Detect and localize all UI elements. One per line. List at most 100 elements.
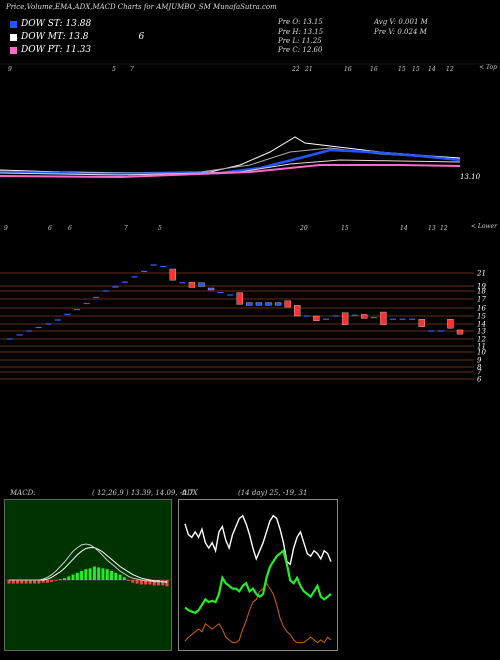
stat-pre-volume: Pre V: 0.024 M: [374, 28, 427, 36]
macd-histogram-bar: [144, 580, 148, 585]
macd-histogram-bar: [7, 580, 11, 584]
macd-histogram-bar: [63, 578, 67, 580]
macd-histogram-bar: [97, 567, 101, 580]
price-level-label: 8: [477, 364, 482, 372]
top-day-label: 15: [398, 66, 406, 73]
mid-corner-label: < Lower: [471, 223, 498, 230]
candle: [456, 329, 464, 335]
top-day-label: 5: [112, 66, 116, 73]
mid-day-label: 6: [68, 225, 72, 232]
mid-day-label: 9: [4, 225, 8, 232]
macd-histogram-bar: [139, 580, 143, 585]
price-level-label: 9: [477, 357, 482, 365]
mid-day-label: 15: [341, 225, 349, 232]
macd-histogram-bar: [58, 579, 62, 580]
candle: [361, 314, 368, 319]
macd-histogram-bar: [33, 580, 37, 584]
macd-histogram-bar: [101, 568, 105, 580]
adx-params: (14 day) 25, -19, 31: [238, 489, 308, 497]
dow-st-label: DOW ST: 13.88: [21, 19, 92, 29]
candle: [236, 292, 243, 305]
dow-pt-label: DOW PT: 11.33: [21, 45, 92, 55]
chart-header: Price,Volume,EMA,ADX,MACD Charts for AMJ…: [6, 3, 277, 11]
mid-day-label: 14: [400, 225, 408, 232]
macd-label: MACD:: [10, 489, 36, 497]
ema-pt-line: [0, 164, 461, 179]
macd-histogram-bar: [92, 566, 96, 580]
candle: [246, 302, 253, 306]
macd-histogram-bar: [67, 576, 71, 580]
candle: [418, 319, 425, 327]
macd-panel: [4, 499, 172, 651]
dow-pt-legend: DOW PT: 11.33: [10, 45, 91, 55]
macd-signal-line: [9, 547, 167, 583]
dow-mt-legend: DOW MT: 13.8 6: [10, 32, 144, 42]
macd-histogram-bar: [16, 580, 20, 584]
mid-day-label: 13: [428, 225, 436, 232]
macd-chart: [5, 543, 171, 587]
macd-histogram-bar: [71, 574, 75, 580]
dow-st-legend: DOW ST: 13.88: [10, 19, 91, 29]
candle: [313, 315, 320, 321]
macd-histogram-bar: [165, 580, 169, 587]
price-level-label: 16: [477, 305, 486, 313]
stat-avg-volume: Avg V: 0.001 M: [374, 18, 428, 26]
candle: [284, 300, 291, 308]
macd-histogram-bar: [152, 580, 156, 586]
adx-line: [184, 514, 332, 566]
candle: [341, 312, 349, 325]
ema-mt-line: [0, 159, 461, 176]
macd-histogram-bar: [114, 572, 118, 580]
macd-params: ( 12,26,9 ) 13.39, 14.09, -0.7: [92, 489, 194, 497]
dow-pt-swatch: [10, 46, 17, 54]
candle: [207, 287, 215, 291]
macd-histogram-bar: [45, 580, 49, 583]
top-day-label: 16: [344, 66, 352, 73]
price-level-label: 10: [477, 349, 486, 357]
macd-histogram-bar: [131, 580, 135, 583]
candle: [169, 268, 176, 281]
plus-di-line: [184, 548, 332, 615]
macd-histogram-bar: [88, 568, 92, 580]
candle: [294, 305, 301, 317]
candle: [274, 302, 282, 306]
ema-price-label: 13.10: [460, 173, 481, 181]
mid-day-label: 20: [299, 225, 308, 232]
price-level-label: 6: [477, 376, 482, 384]
stat-pre-open: Pre O: 13.15: [278, 18, 323, 26]
dow-extra: 6: [138, 32, 145, 42]
top-day-label: 9: [8, 66, 12, 73]
ema-st-line: [0, 148, 461, 176]
price-level-label: 12: [477, 336, 486, 344]
stat-pre-high: Pre H: 13.15: [278, 28, 324, 36]
mid-day-label: 7: [124, 225, 128, 232]
macd-histogram-bar: [37, 580, 41, 584]
top-day-label: 12: [446, 66, 454, 73]
macd-histogram-bar: [161, 580, 165, 586]
macd-histogram-bar: [28, 580, 32, 584]
dow-st-swatch: [10, 20, 17, 28]
macd-histogram-bar: [84, 569, 88, 580]
macd-line: [9, 543, 168, 584]
price-level-label: 13: [477, 328, 486, 336]
adx-label: ADX: [182, 489, 198, 497]
dow-mt-swatch: [10, 33, 17, 41]
macd-histogram-bar: [41, 580, 45, 583]
price-level-label: 7: [477, 369, 482, 377]
top-day-label: 7: [130, 66, 134, 73]
minus-di-line: [184, 582, 332, 644]
macd-histogram-bar: [75, 572, 79, 580]
candle: [447, 319, 454, 329]
adx-panel: [178, 499, 338, 651]
candle: [380, 311, 387, 325]
macd-histogram-bar: [54, 580, 58, 581]
mid-day-label: 5: [158, 225, 162, 232]
macd-histogram-bar: [118, 574, 122, 580]
dow-mt-label: DOW MT: 13.8: [21, 32, 89, 42]
candle: [198, 282, 205, 287]
price-level-label: 21: [476, 270, 486, 278]
macd-histogram-bar: [105, 569, 109, 580]
price-level-label: 17: [477, 296, 486, 304]
top-day-label: 22: [291, 66, 300, 73]
candle: [188, 281, 196, 288]
